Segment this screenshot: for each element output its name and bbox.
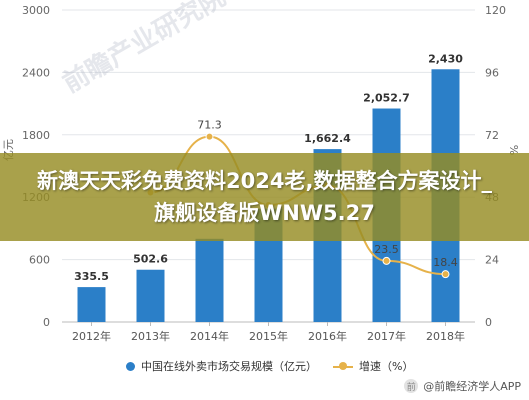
legend-line-swatch xyxy=(333,361,353,371)
x-tick-label: 2012年 xyxy=(72,329,111,343)
legend-line-label: 增速（%） xyxy=(359,360,414,373)
growth-point-5 xyxy=(382,256,391,265)
y-left-tick-label: 2400 xyxy=(22,66,50,79)
growth-point-2 xyxy=(205,132,214,141)
y-left-tick-label: 3000 xyxy=(22,4,50,17)
bar-value-label: 2,052.7 xyxy=(363,92,410,105)
chart-legend: 中国在线外卖市场交易规模（亿元） 增速（%） xyxy=(0,358,529,378)
app-logo-icon: 前 xyxy=(404,379,419,393)
overlay-banner-text: 新澳天天彩免费资料2024老,数据整合方案设计_旗舰设备版WNW5.27 xyxy=(37,169,492,225)
growth-value-label: 18.4 xyxy=(433,256,458,269)
legend-bar-label: 中国在线外卖市场交易规模（亿元） xyxy=(141,360,317,373)
y-right-tick-label: 0 xyxy=(485,316,492,329)
y-right-tick-label: 96 xyxy=(485,66,499,79)
growth-point-6 xyxy=(441,270,450,279)
bar-2 xyxy=(195,238,224,322)
legend-item-bar[interactable]: 中国在线外卖市场交易规模（亿元） xyxy=(126,358,317,374)
y-right-tick-label: 120 xyxy=(485,4,506,17)
x-tick-label: 2018年 xyxy=(426,329,465,343)
y-left-tick-label: 600 xyxy=(29,254,50,267)
x-tick-label: 2015年 xyxy=(249,329,288,343)
bar-value-label: 502.6 xyxy=(133,253,168,266)
overlay-banner: 新澳天天彩免费资料2024老,数据整合方案设计_旗舰设备版WNW5.27 xyxy=(0,153,529,241)
y-left-tick-label: 0 xyxy=(43,316,50,329)
legend-bar-swatch xyxy=(126,361,135,371)
x-tick-label: 2017年 xyxy=(367,329,406,343)
y-right-tick-label: 24 xyxy=(485,254,499,267)
growth-value-label: 23.5 xyxy=(374,243,399,256)
bar-1 xyxy=(136,269,165,322)
source-text: @前瞻经济学人APP xyxy=(423,380,521,393)
y-right-axis-label: % xyxy=(508,145,521,155)
bar-value-label: 335.5 xyxy=(74,270,109,283)
source-credit: 前 @前瞻经济学人APP xyxy=(404,378,521,394)
x-tick-label: 2014年 xyxy=(190,329,229,343)
bar-value-label: 1,662.4 xyxy=(304,132,351,145)
bar-0 xyxy=(77,287,106,322)
x-tick-label: 2016年 xyxy=(308,329,347,343)
y-right-tick-label: 72 xyxy=(485,129,499,142)
bar-value-label: 2,430 xyxy=(428,52,463,65)
x-tick-label: 2013年 xyxy=(131,329,170,343)
growth-value-label: 71.3 xyxy=(197,119,222,132)
legend-item-line[interactable]: 增速（%） xyxy=(333,358,413,374)
y-left-tick-label: 1800 xyxy=(22,129,50,142)
